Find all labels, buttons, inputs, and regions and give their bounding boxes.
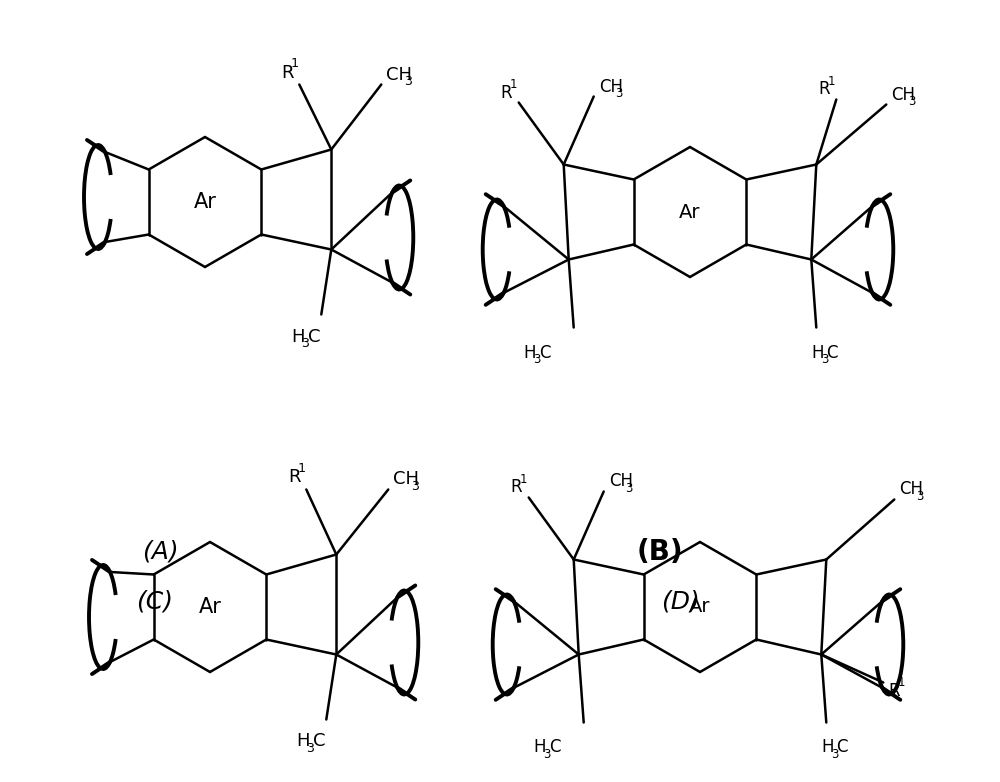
Text: Ar: Ar — [199, 597, 221, 617]
Text: 3: 3 — [306, 742, 314, 755]
Text: C: C — [549, 738, 560, 756]
Text: 1: 1 — [827, 74, 835, 88]
Text: 3: 3 — [543, 748, 550, 761]
Text: CH: CH — [386, 66, 412, 84]
Text: R: R — [288, 468, 301, 486]
Text: 1: 1 — [897, 676, 905, 689]
Text: 1: 1 — [291, 57, 299, 70]
Text: 3: 3 — [916, 490, 923, 503]
Text: C: C — [826, 343, 838, 361]
Text: (C): (C) — [136, 590, 174, 614]
Text: H: H — [534, 738, 546, 756]
Text: C: C — [539, 343, 550, 361]
Text: H: H — [821, 738, 834, 756]
Text: Ar: Ar — [689, 597, 711, 616]
Text: CH: CH — [599, 77, 623, 95]
Text: H: H — [524, 343, 536, 361]
Text: CH: CH — [891, 85, 915, 103]
Text: R: R — [888, 681, 900, 700]
Text: Ar: Ar — [194, 192, 216, 212]
Text: C: C — [308, 328, 320, 346]
Text: 1: 1 — [298, 462, 306, 475]
Text: CH: CH — [899, 480, 923, 498]
Text: 3: 3 — [626, 482, 633, 494]
Text: C: C — [836, 738, 848, 756]
Text: 1: 1 — [510, 77, 517, 91]
Text: H: H — [296, 733, 310, 751]
Text: 1: 1 — [520, 472, 527, 486]
Text: (D): (D) — [661, 590, 699, 614]
Text: CH: CH — [393, 471, 419, 489]
Text: CH: CH — [609, 472, 633, 490]
Text: 3: 3 — [301, 337, 309, 350]
Text: 3: 3 — [533, 353, 540, 366]
Text: 3: 3 — [821, 353, 828, 366]
Text: 3: 3 — [831, 748, 838, 761]
Text: R: R — [511, 479, 522, 497]
Text: R: R — [818, 81, 830, 99]
Text: R: R — [501, 84, 512, 102]
Text: Ar: Ar — [679, 203, 701, 221]
Text: H: H — [811, 343, 824, 361]
Text: (A): (A) — [142, 540, 178, 564]
Text: 3: 3 — [616, 87, 623, 99]
Text: 3: 3 — [908, 95, 915, 108]
Text: 3: 3 — [404, 75, 412, 88]
Text: R: R — [281, 63, 294, 81]
Text: 3: 3 — [411, 480, 419, 493]
Text: (B): (B) — [637, 538, 683, 566]
Text: C: C — [313, 733, 325, 751]
Text: H: H — [291, 328, 305, 346]
